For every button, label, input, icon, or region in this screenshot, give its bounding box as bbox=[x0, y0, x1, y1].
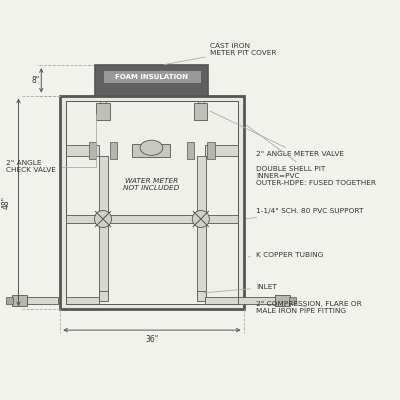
Bar bbox=[103, 70, 201, 83]
Text: WATER METER
NOT INCLUDED: WATER METER NOT INCLUDED bbox=[123, 178, 180, 191]
Bar bbox=[110, 142, 117, 159]
Bar bbox=[205, 297, 238, 304]
Ellipse shape bbox=[140, 140, 163, 155]
Bar bbox=[60, 96, 244, 309]
Bar bbox=[6, 297, 13, 304]
Bar bbox=[12, 295, 27, 306]
Text: 8": 8" bbox=[31, 76, 39, 85]
Text: K COPPER TUBING: K COPPER TUBING bbox=[248, 252, 323, 258]
Text: 1-1/4" SCH. 80 PVC SUPPORT: 1-1/4" SCH. 80 PVC SUPPORT bbox=[246, 208, 363, 219]
Bar bbox=[99, 291, 108, 301]
Bar bbox=[100, 101, 106, 105]
Bar bbox=[197, 156, 206, 295]
Bar bbox=[275, 295, 290, 306]
Text: INLET: INLET bbox=[204, 284, 277, 293]
Bar bbox=[186, 142, 194, 159]
Bar bbox=[208, 142, 215, 159]
Text: 48": 48" bbox=[2, 196, 11, 209]
Bar bbox=[197, 291, 206, 301]
Text: 36": 36" bbox=[145, 335, 158, 344]
Text: CAST IRON
METER PIT COVER: CAST IRON METER PIT COVER bbox=[164, 44, 277, 65]
Bar bbox=[66, 101, 238, 304]
Bar bbox=[99, 156, 108, 295]
Bar bbox=[198, 101, 204, 105]
Bar bbox=[27, 297, 58, 304]
Text: 2" ANGLE METER VALVE: 2" ANGLE METER VALVE bbox=[210, 111, 344, 158]
Text: 2" ANGLE
CHECK VALVE: 2" ANGLE CHECK VALVE bbox=[6, 114, 96, 173]
Text: FOAM INSULATION: FOAM INSULATION bbox=[116, 74, 188, 80]
Bar bbox=[66, 215, 238, 223]
Text: 2" COMPRESSION, FLARE OR
MALE IRON PIPE FITTING: 2" COMPRESSION, FLARE OR MALE IRON PIPE … bbox=[256, 301, 362, 314]
Bar bbox=[89, 142, 96, 159]
Bar bbox=[238, 297, 277, 304]
Bar bbox=[96, 103, 110, 120]
Bar bbox=[289, 297, 296, 304]
Bar bbox=[66, 145, 99, 156]
Text: DOUBLE SHELL PIT
INNER=PVC
OUTER-HDPE: FUSED TOGETHER: DOUBLE SHELL PIT INNER=PVC OUTER-HDPE: F… bbox=[246, 125, 376, 186]
Circle shape bbox=[94, 210, 112, 228]
Bar bbox=[66, 297, 99, 304]
Bar bbox=[132, 144, 170, 157]
Bar bbox=[96, 65, 208, 96]
Bar bbox=[205, 145, 238, 156]
Bar bbox=[194, 103, 208, 120]
Circle shape bbox=[192, 210, 209, 228]
